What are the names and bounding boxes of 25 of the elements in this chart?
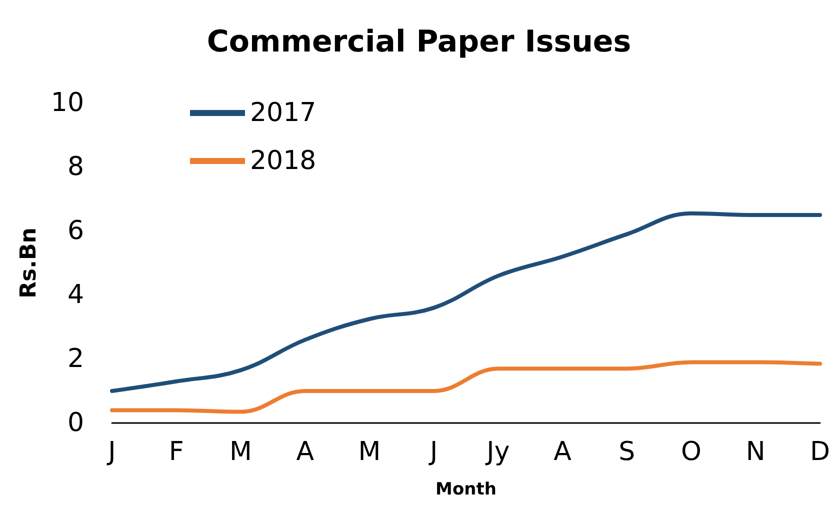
x-tick-label: A <box>296 437 314 467</box>
line-series <box>110 360 822 414</box>
y-tick-label: 2 <box>67 344 84 374</box>
chart-title: Commercial Paper Issues <box>206 24 632 60</box>
x-tick-label: M <box>230 437 252 467</box>
y-axis-title: Rs.Bn <box>16 228 42 298</box>
y-tick-label: 8 <box>67 152 84 182</box>
x-tick-label: F <box>168 437 184 467</box>
x-tick-label: Jy <box>484 437 510 467</box>
x-tick-label: O <box>681 437 702 467</box>
legend-label: 2018 <box>250 146 316 176</box>
y-tick-label: 10 <box>50 88 84 118</box>
line-series <box>110 211 822 393</box>
x-tick-label: J <box>428 437 438 467</box>
y-tick-label: 0 <box>67 408 84 438</box>
y-tick-label: 4 <box>67 280 84 310</box>
x-tick-label: S <box>618 437 636 467</box>
legend-label: 2017 <box>250 98 316 128</box>
x-tick-label: M <box>358 437 381 467</box>
y-tick-label: 6 <box>67 216 84 246</box>
x-tick-label: J <box>106 437 116 467</box>
x-axis-title: Month <box>436 480 496 500</box>
x-tick-label: D <box>810 437 830 467</box>
x-tick-label: N <box>746 437 766 467</box>
x-tick-label: A <box>554 437 572 467</box>
